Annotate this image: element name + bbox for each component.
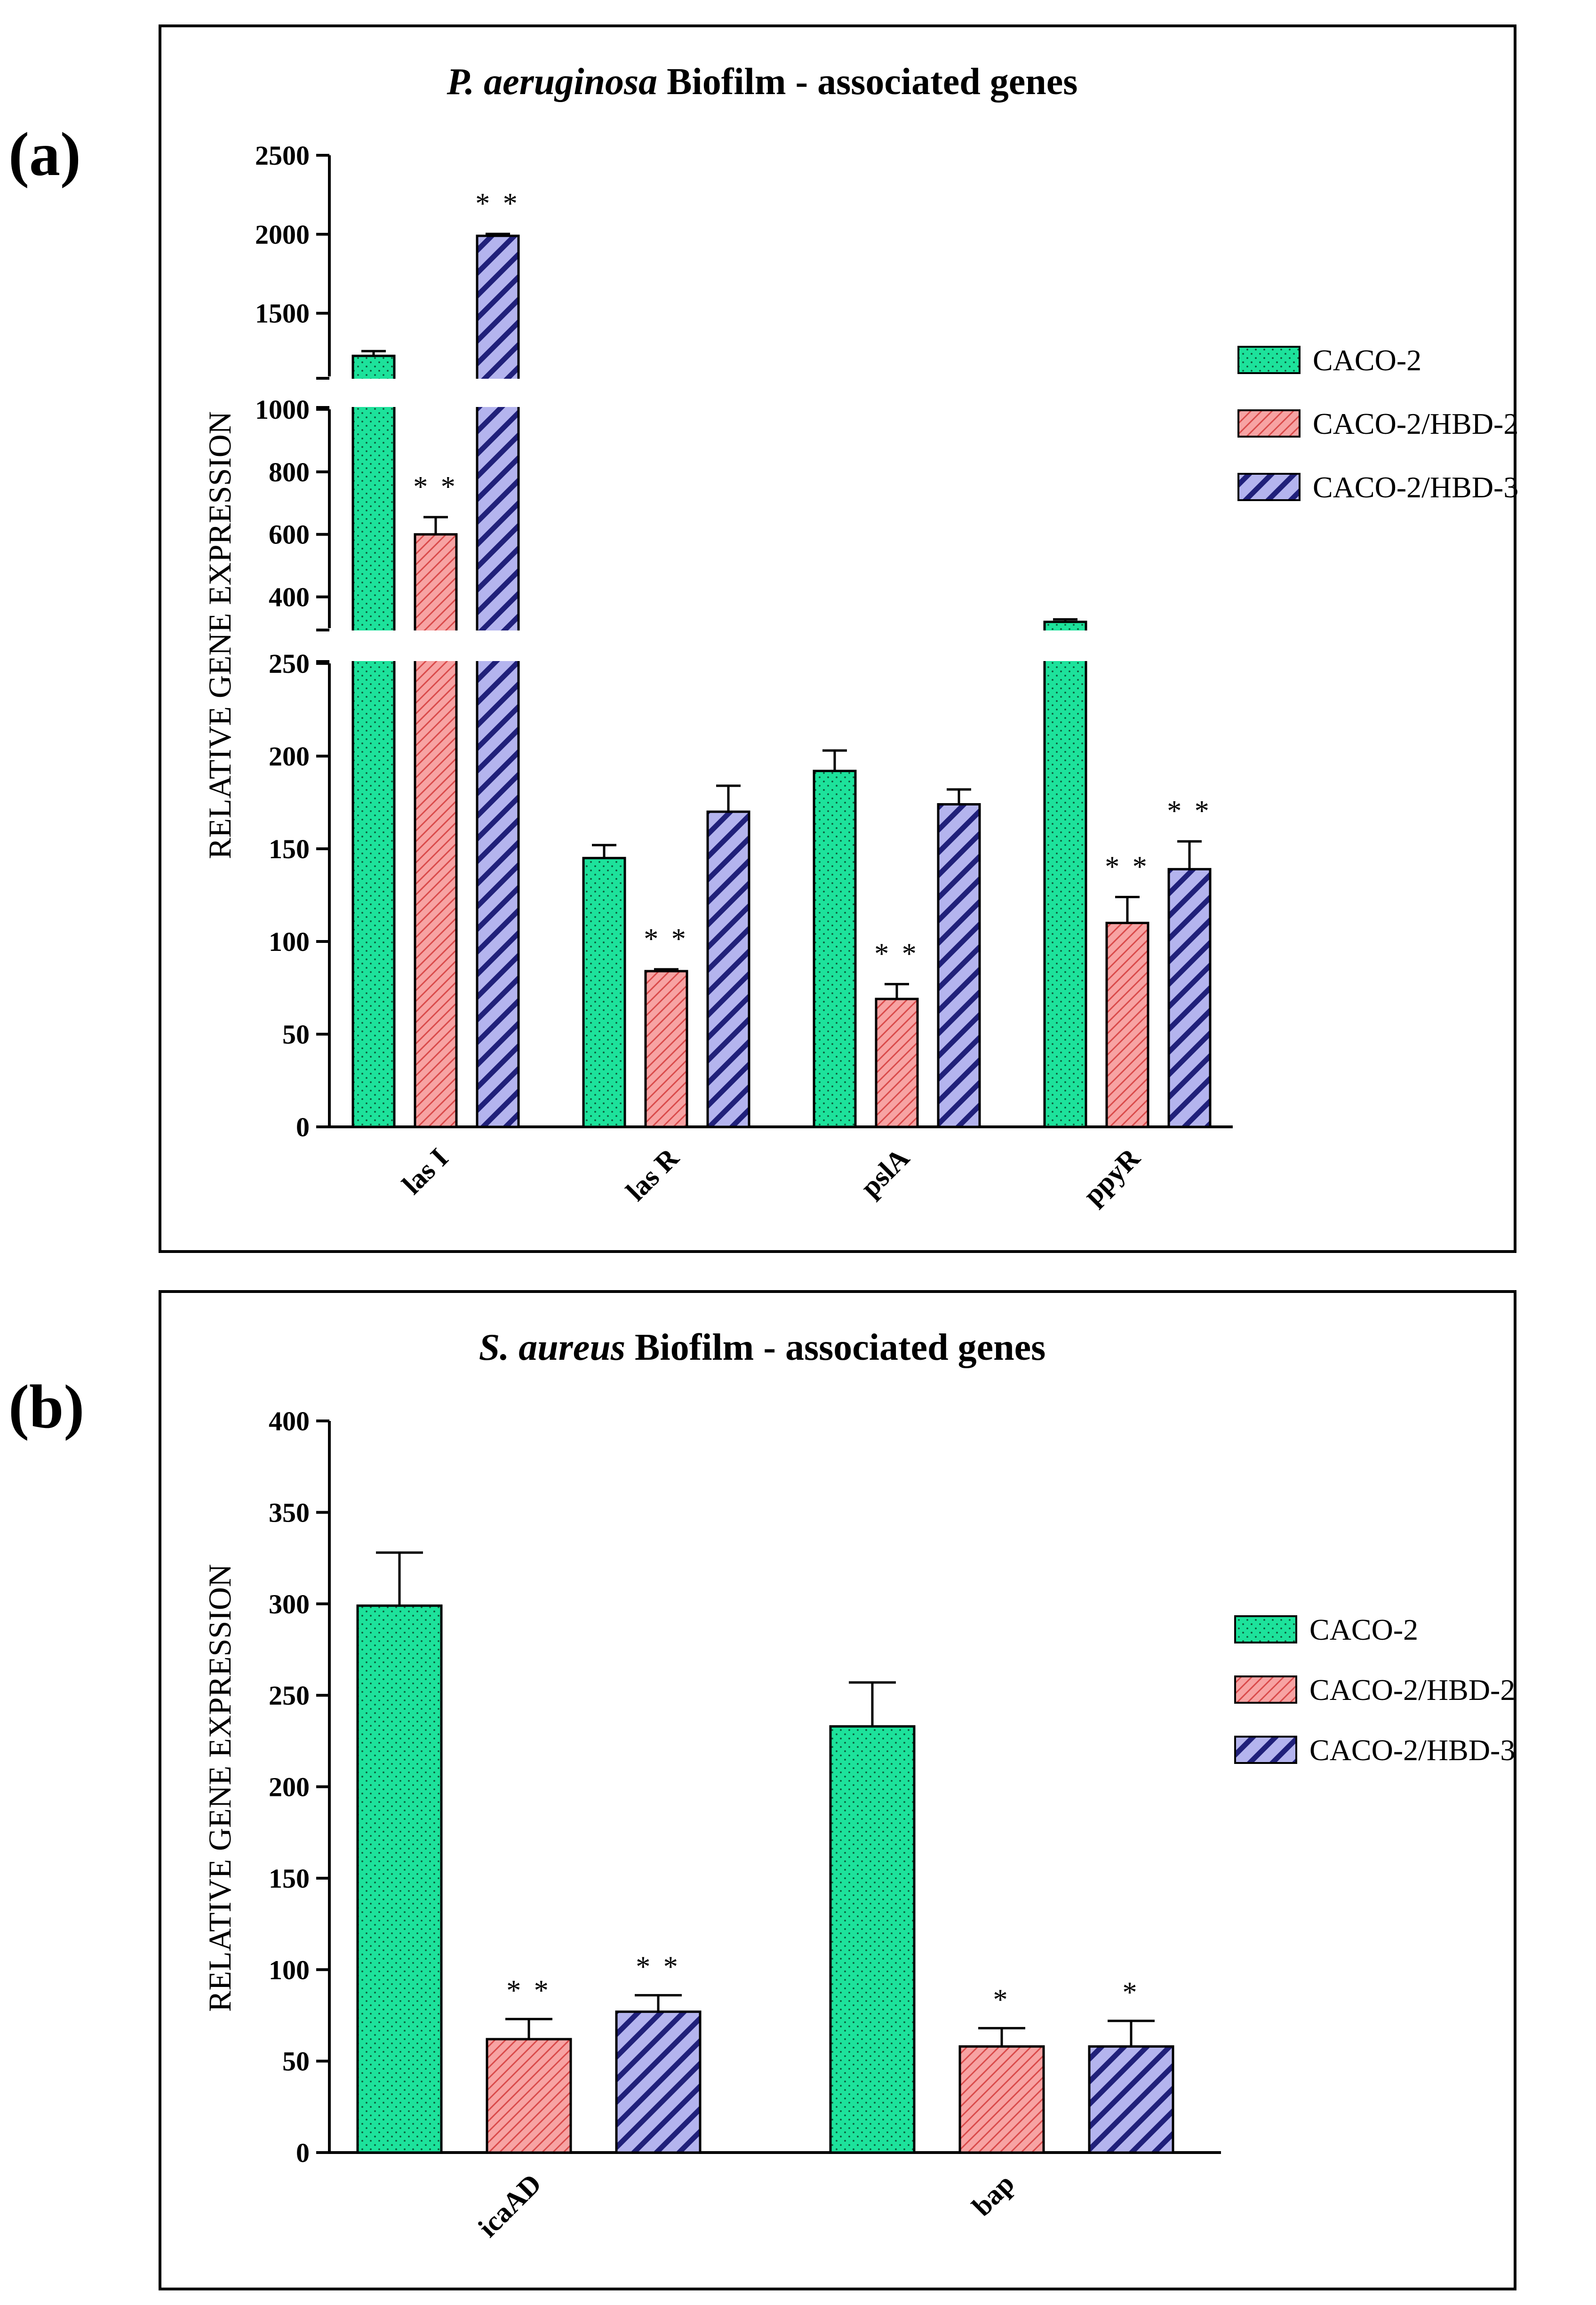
panel-a-legend: CACO-2 CACO-2/HBD-2 CACO-2/HBD-3: [1237, 343, 1518, 504]
bar: [1105, 922, 1149, 1128]
panel-b-title-rest: Biofilm - associated genes: [625, 1327, 1045, 1368]
bar: [813, 770, 857, 1128]
panel-a-title-rest: Biofilm - associated genes: [657, 61, 1077, 103]
legend-label: CACO-2: [1313, 343, 1421, 377]
legend-label: CACO-2/HBD-2: [1309, 1673, 1515, 1707]
y-tick-label: 600: [269, 519, 310, 550]
y-tick-label: 1500: [255, 298, 310, 329]
significance-label: * *: [636, 1951, 681, 1983]
legend-swatch: [1237, 473, 1301, 501]
y-tick-label: 300: [269, 1589, 310, 1619]
y-tick-label: 150: [269, 1863, 310, 1894]
bar: [356, 1604, 443, 2154]
significance-label: * *: [874, 938, 919, 970]
y-tick-label: 150: [269, 834, 310, 864]
axis-break-gap: [332, 630, 1236, 661]
legend-swatch: [1237, 409, 1301, 438]
y-tick-label: 100: [269, 926, 310, 957]
panel-a-title-italic: P. aeruginosa: [447, 61, 658, 103]
bar: [706, 810, 750, 1128]
panel-a-ylabel: RELATIVE GENE EXPRESSION: [202, 411, 238, 859]
x-tick-label: las R: [620, 1142, 685, 1207]
panel-b: (b) S. aureus Biofilm - associated genes…: [8, 1290, 1516, 2290]
bar: [1088, 2045, 1174, 2154]
legend-swatch: [1234, 1675, 1297, 1704]
panel-b-ylabel: RELATIVE GENE EXPRESSION: [202, 1564, 238, 2012]
legend-swatch: [1234, 1736, 1297, 1764]
significance-label: * *: [1105, 851, 1150, 883]
legend-label: CACO-2/HBD-3: [1313, 471, 1518, 504]
bar: [958, 2045, 1045, 2154]
bar: [829, 1725, 916, 2154]
axis-break-gap: [332, 379, 1236, 407]
significance-label: * *: [413, 471, 458, 503]
significance-label: *: [1123, 1977, 1140, 2009]
panel-b-frame: [159, 1290, 1516, 2290]
y-tick-label: 50: [282, 1019, 310, 1050]
y-tick-label: 2000: [255, 219, 310, 250]
panel-b-legend: CACO-2 CACO-2/HBD-2 CACO-2/HBD-3: [1234, 1613, 1515, 1767]
y-tick-label: 350: [269, 1497, 310, 1528]
significance-label: * *: [475, 188, 520, 220]
y-tick-label: 0: [296, 2138, 310, 2168]
y-tick-label: 2500: [255, 140, 310, 171]
panel-a-plot: 0 50 100 150 200 250 400 600 800 1000 1500 2000 2500…: [255, 140, 1236, 1211]
panel-a: (a) P. aeruginosa Biofilm - associated g…: [8, 24, 1518, 1253]
panel-b-title-italic: S. aureus: [479, 1327, 625, 1368]
y-tick-label: 400: [269, 582, 310, 613]
legend-label: CACO-2: [1309, 1613, 1418, 1646]
legend-swatch: [1234, 1615, 1297, 1643]
bar: [875, 997, 919, 1128]
bar: [582, 857, 626, 1128]
y-tick-label: 0: [296, 1112, 310, 1142]
panel-b-label: (b): [8, 1372, 84, 1441]
panel-a-frame: [159, 24, 1516, 1253]
bar: [615, 2010, 702, 2154]
y-tick-label: 50: [282, 2046, 310, 2077]
x-tick-label: bap: [966, 2168, 1020, 2222]
bar: [1167, 868, 1212, 1128]
y-tick-label: 100: [269, 1954, 310, 1985]
panel-a-title: P. aeruginosa Biofilm - associated genes: [447, 61, 1078, 103]
panel-b-plot: 0 50 100 150 200 250 300 350 400 * * * * icaAD * * bap: [269, 1406, 1221, 2243]
bar: [1043, 621, 1087, 1128]
x-tick-label: las I: [396, 1142, 454, 1200]
significance-label: *: [993, 1984, 1011, 2016]
legend-swatch: [1237, 346, 1301, 374]
significance-label: * *: [506, 1975, 551, 2007]
y-tick-label: 250: [269, 648, 310, 679]
bar: [937, 803, 981, 1128]
significance-label: * *: [644, 923, 689, 955]
y-tick-label: 250: [269, 1680, 310, 1711]
bar: [476, 234, 520, 1128]
bar: [414, 533, 458, 1128]
panel-b-title: S. aureus Biofilm - associated genes: [479, 1327, 1046, 1368]
y-tick-label: 200: [269, 1772, 310, 1803]
bar: [351, 354, 396, 1128]
significance-label: * *: [1167, 795, 1212, 827]
y-tick-label: 800: [269, 457, 310, 487]
panel-a-label: (a): [8, 120, 81, 189]
legend-label: CACO-2/HBD-3: [1309, 1733, 1515, 1767]
bar: [486, 2038, 572, 2154]
y-tick-label: 1000: [255, 394, 310, 425]
x-tick-label: pslA: [854, 1142, 915, 1203]
bar: [644, 970, 688, 1128]
y-tick-label: 200: [269, 741, 310, 772]
x-tick-label: ppyR: [1077, 1142, 1146, 1211]
y-tick-label: 400: [269, 1406, 310, 1436]
x-tick-label: icaAD: [472, 2168, 547, 2243]
legend-label: CACO-2/HBD-2: [1313, 407, 1518, 440]
